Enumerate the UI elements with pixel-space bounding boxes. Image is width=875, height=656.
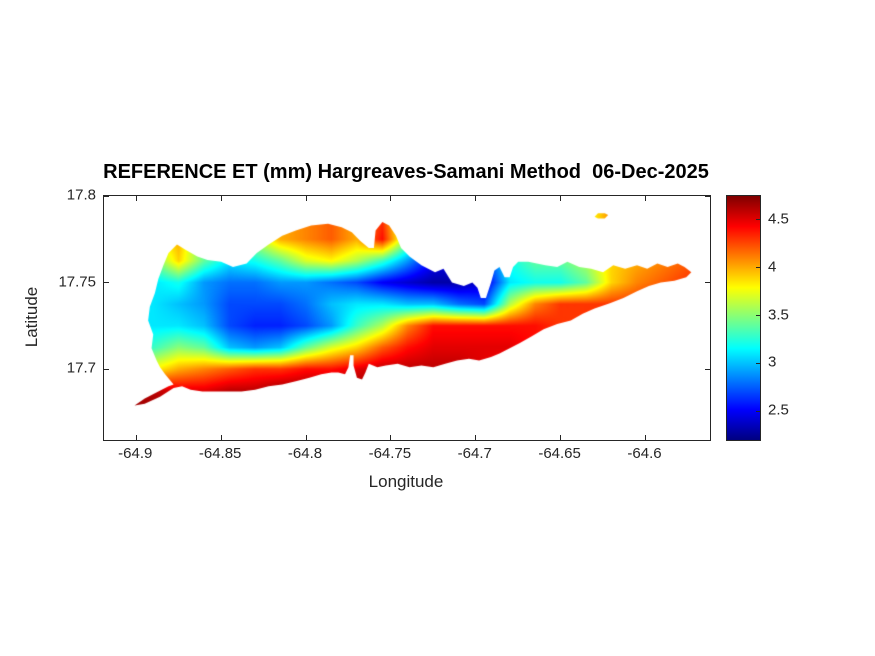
colorbar-tick-mark [756, 267, 760, 269]
x-tick-mark [475, 196, 477, 201]
colorbar-tick-label: 2.5 [768, 401, 789, 419]
map-axes [103, 195, 711, 441]
x-tick-mark [135, 435, 137, 440]
x-tick-mark [560, 435, 562, 440]
colorbar-tick-mark [756, 315, 760, 317]
y-tick-mark [705, 368, 710, 370]
colorbar-gradient-canvas [727, 196, 760, 440]
x-tick-mark [390, 196, 392, 201]
x-tick-mark [220, 196, 222, 201]
x-tick-mark [390, 435, 392, 440]
et-heatmap-canvas [104, 196, 710, 440]
y-axis-label: Latitude [22, 286, 41, 348]
y-tick-label: 17.8 [66, 186, 96, 204]
y-tick-label: 17.7 [66, 359, 96, 377]
x-tick-label: -64.9 [118, 445, 153, 462]
x-tick-mark [560, 196, 562, 201]
x-tick-mark [644, 196, 646, 201]
x-tick-mark [220, 435, 222, 440]
colorbar-tick-label: 3.5 [768, 306, 789, 324]
y-tick-mark [104, 368, 109, 370]
x-tick-label: -64.85 [198, 445, 242, 462]
x-tick-mark [644, 435, 646, 440]
x-tick-label: -64.6 [627, 445, 662, 462]
x-tick-mark [305, 435, 307, 440]
x-tick-label: -64.75 [368, 445, 412, 462]
y-tick-mark [104, 195, 109, 197]
y-tick-mark [705, 195, 710, 197]
colorbar-tick-mark [756, 362, 760, 364]
x-tick-label: -64.7 [457, 445, 492, 462]
colorbar [726, 195, 761, 441]
x-tick-label: -64.65 [538, 445, 581, 462]
y-tick-mark [705, 282, 710, 284]
x-tick-label: -64.8 [287, 445, 323, 462]
colorbar-tick-mark [756, 219, 760, 221]
colorbar-tick-label: 4 [768, 258, 777, 276]
y-tick-label: 17.75 [58, 273, 96, 291]
colorbar-tick-mark [756, 410, 760, 412]
x-tick-mark [305, 196, 307, 201]
x-tick-mark [475, 435, 477, 440]
x-tick-mark [135, 196, 137, 201]
colorbar-tick-label: 3 [768, 353, 777, 371]
figure-title: REFERENCE ET (mm) Hargreaves-Samani Meth… [103, 161, 709, 183]
y-tick-mark [104, 282, 109, 284]
colorbar-tick-label: 4.5 [768, 210, 789, 228]
x-axis-label: Longitude [368, 472, 444, 491]
